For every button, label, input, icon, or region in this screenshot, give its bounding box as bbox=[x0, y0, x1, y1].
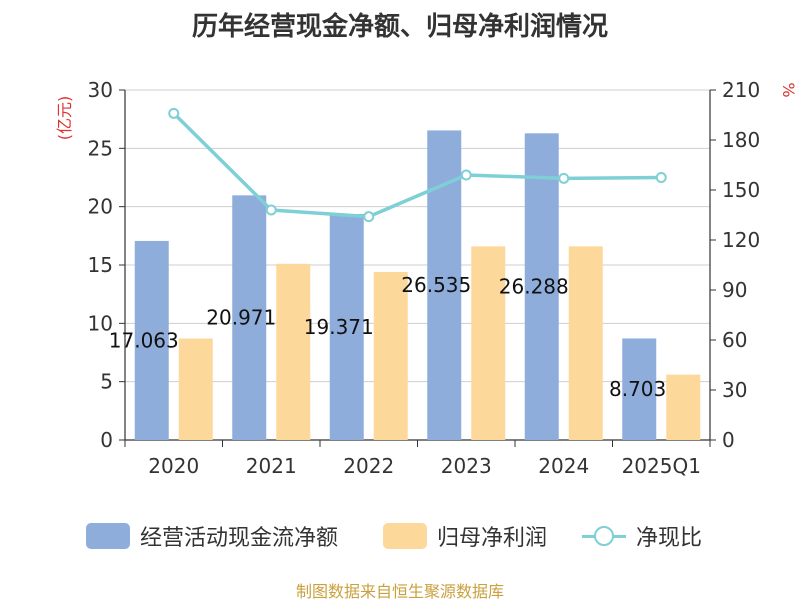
bar-net-profit bbox=[178, 338, 213, 440]
legend-item-net-profit[interactable]: 归母净利润 bbox=[383, 518, 547, 554]
x-tick-label: 2020 bbox=[148, 454, 199, 478]
y-right-tick-label: 120 bbox=[722, 228, 760, 252]
y-left-tick-label: 25 bbox=[88, 136, 113, 160]
line-point-cash-ratio bbox=[655, 172, 667, 183]
legend-label: 净现比 bbox=[636, 526, 703, 551]
y-left-tick-label: 30 bbox=[88, 78, 113, 102]
bar-net-profit bbox=[471, 246, 506, 440]
bar-operating-cash-flow bbox=[427, 130, 462, 441]
y-right-tick-label: 0 bbox=[722, 428, 735, 452]
legend-item-cash-ratio[interactable]: 净现比 bbox=[582, 518, 702, 554]
legend-line-marker bbox=[582, 523, 626, 549]
x-tick-label: 2025Q1 bbox=[622, 454, 701, 478]
source-note: 制图数据来自恒生聚源数据库 bbox=[295, 582, 504, 601]
y-left-tick-label: 20 bbox=[88, 195, 113, 219]
bar-operating-cash-flow bbox=[622, 338, 657, 440]
y-right-tick-label: 210 bbox=[722, 78, 760, 102]
line-point-cash-ratio bbox=[265, 204, 277, 216]
line-cash-ratio bbox=[172, 112, 662, 219]
y-right-tick-label: 30 bbox=[722, 378, 747, 402]
y-left-tick-label: 10 bbox=[88, 311, 113, 335]
bar-net-profit bbox=[373, 272, 408, 440]
bar-net-profit bbox=[568, 246, 603, 440]
bar-operating-cash-flow bbox=[232, 195, 267, 440]
bar-data-label: 26.288 bbox=[499, 275, 569, 299]
legend-swatch-orange bbox=[383, 523, 427, 549]
y-right-tick-label: 60 bbox=[722, 328, 747, 352]
chart-title: 历年经营现金净额、归母净利润情况 bbox=[191, 12, 608, 42]
bar-data-label: 20.971 bbox=[206, 306, 276, 330]
bar-data-label: 26.535 bbox=[401, 273, 471, 297]
y-right-tick-label: 180 bbox=[722, 128, 760, 152]
bar-data-label: 19.371 bbox=[304, 315, 374, 339]
line-point-cash-ratio bbox=[168, 107, 180, 119]
bar-data-label: 17.063 bbox=[109, 328, 179, 352]
x-tick-label: 2022 bbox=[343, 454, 394, 478]
bar-net-profit bbox=[276, 263, 311, 440]
legend-item-operating-cash-flow[interactable]: 经营活动现金流净额 bbox=[86, 518, 338, 554]
y-left-tick-label: 15 bbox=[88, 253, 113, 277]
bar-operating-cash-flow bbox=[329, 214, 364, 440]
line-point-cash-ratio bbox=[363, 211, 375, 223]
bar-operating-cash-flow bbox=[134, 240, 169, 440]
chart-legend: 经营活动现金流净额 归母净利润 净现比 bbox=[0, 518, 800, 554]
y-left-tick-label: 0 bbox=[100, 428, 113, 452]
line-point-cash-ratio bbox=[558, 172, 570, 184]
y-left-axis-label: (亿元) bbox=[55, 96, 74, 141]
y-right-tick-label: 150 bbox=[722, 178, 760, 202]
y-left-tick-label: 5 bbox=[100, 370, 113, 394]
legend-swatch-blue bbox=[86, 523, 130, 549]
y-right-tick-label: 90 bbox=[722, 278, 747, 302]
legend-label: 归母净利润 bbox=[437, 526, 548, 551]
bar-operating-cash-flow bbox=[524, 133, 559, 440]
x-tick-label: 2024 bbox=[538, 454, 589, 478]
bar-data-label: 8.703 bbox=[609, 377, 666, 401]
x-tick-label: 2023 bbox=[441, 454, 492, 478]
line-point-cash-ratio bbox=[460, 169, 472, 181]
legend-label: 经营活动现金流净额 bbox=[140, 526, 339, 551]
y-right-axis-label: % bbox=[779, 82, 798, 97]
bar-net-profit bbox=[666, 374, 701, 440]
x-tick-label: 2021 bbox=[246, 454, 297, 478]
